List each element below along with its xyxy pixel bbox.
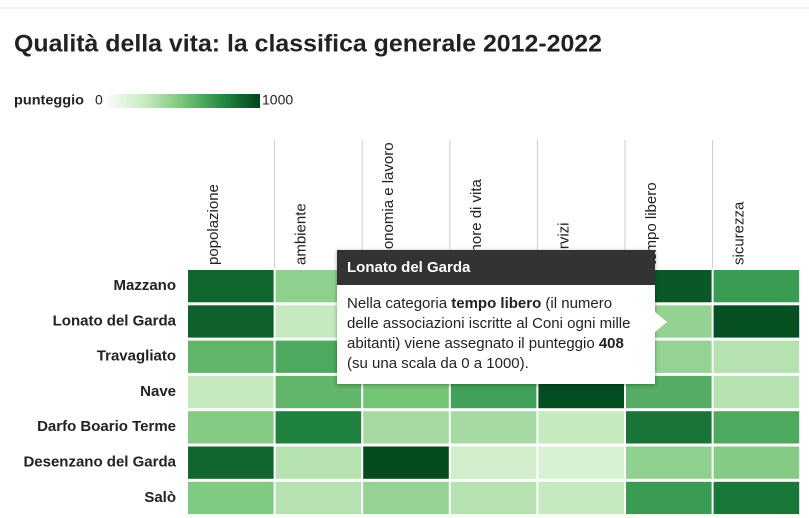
heat-cell [626, 446, 712, 479]
column-label: ambiente [293, 203, 310, 265]
heat-cell [713, 305, 800, 338]
heat-cell [538, 446, 624, 479]
heat-cell [188, 481, 274, 515]
heat-cell [188, 270, 274, 303]
tooltip: Lonato del Garda Nella categoria tempo l… [337, 250, 667, 384]
heat-cell [626, 411, 712, 444]
heat-cell [275, 411, 362, 444]
heat-cell [713, 446, 800, 479]
tooltip-body: Nella categoria tempo libero (il numero … [337, 285, 655, 384]
heat-cell [188, 446, 274, 479]
tooltip-category: tempo libero [451, 295, 542, 312]
heat-cell [363, 446, 449, 479]
heat-cell [275, 481, 362, 515]
row-label: Travagliato [97, 348, 176, 365]
tooltip-text: Nella categoria [347, 295, 452, 312]
heat-cell [713, 411, 800, 444]
legend-max: 1000 [262, 92, 293, 108]
heat-cell [713, 375, 800, 409]
row-label: Nave [140, 383, 176, 400]
heat-cell [188, 340, 274, 373]
heat-cell [275, 446, 362, 479]
row-label: Darfo Boario Terme [37, 418, 176, 435]
heat-cell [363, 411, 449, 444]
tooltip-title: Lonato del Garda [337, 250, 655, 285]
row-label: Salò [144, 489, 176, 506]
heat-cell [188, 305, 274, 338]
row-label: Desenzano del Garda [23, 453, 176, 470]
color-bar [108, 94, 260, 108]
heat-cell [188, 411, 274, 444]
heat-cell [713, 481, 800, 515]
column-label: economia e lavoro [380, 142, 397, 265]
row-label: Lonato del Garda [53, 312, 177, 329]
column-headers: popolazione ambiente economia e lavoro teno… [205, 140, 748, 268]
heat-cell [188, 375, 274, 409]
row-label: Mazzano [113, 277, 176, 294]
heat-cell [626, 481, 712, 515]
heat-cell [450, 481, 537, 515]
heat-cell [538, 411, 624, 444]
heat-cell [538, 481, 624, 515]
heat-cell [450, 446, 537, 479]
column-label: tempo libero [643, 182, 660, 265]
legend-min: 0 [95, 92, 103, 108]
heat-cell [713, 270, 800, 303]
tooltip-text: (su una scala da 0 a 1000). [347, 355, 529, 372]
column-label: popolazione [205, 184, 222, 265]
tooltip-text: (il numero delle associazioni iscritte a… [347, 295, 631, 352]
legend-title: punteggio [14, 92, 84, 108]
tooltip-arrow [655, 312, 667, 332]
chart-title: Qualità della vita: la classifica genera… [14, 30, 602, 57]
tooltip-score: 408 [598, 335, 624, 352]
column-label: sicurezza [731, 201, 748, 265]
heat-cell [450, 411, 537, 444]
heat-cell [363, 481, 449, 515]
heat-cell [713, 340, 800, 373]
column-label: tenore di vita [468, 178, 485, 265]
